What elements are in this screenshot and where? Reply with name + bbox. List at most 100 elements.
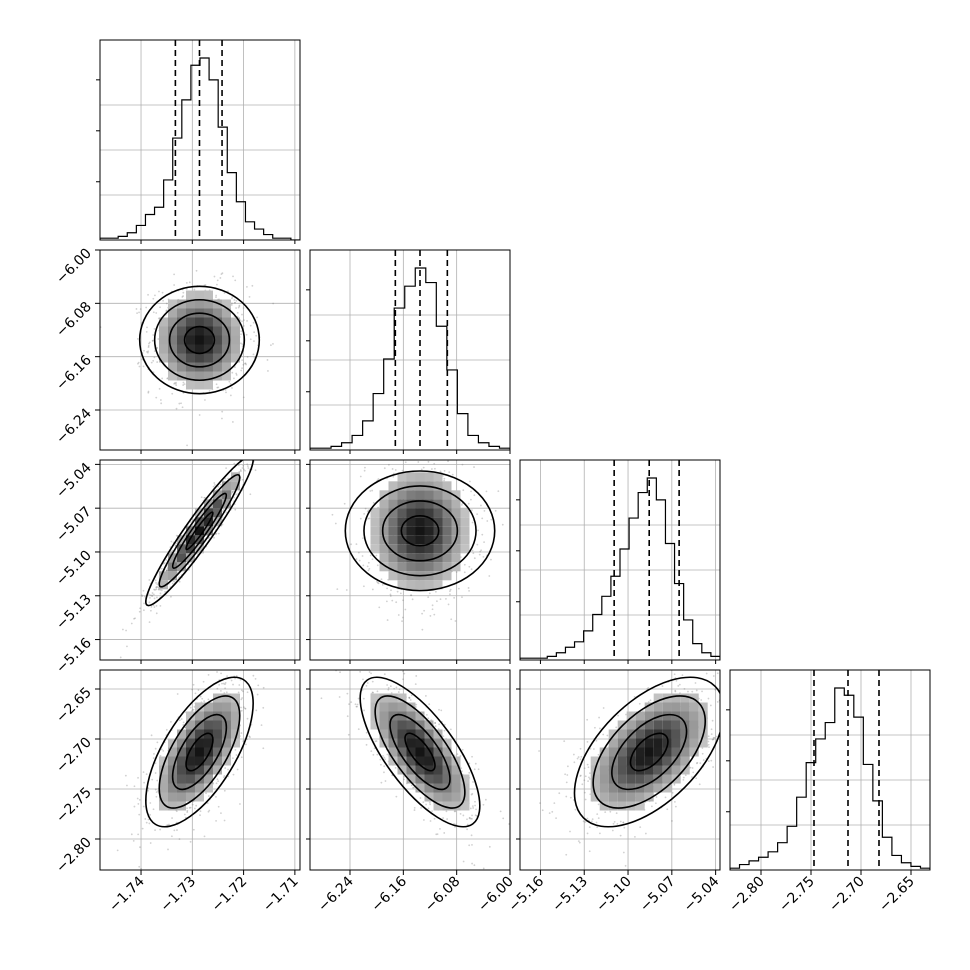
scatter-point [147, 351, 149, 354]
scatter-point [391, 468, 394, 470]
density-cell [176, 326, 186, 336]
scatter-point [434, 590, 437, 593]
contour-level-3 [145, 676, 254, 828]
contour-level-1 [168, 312, 231, 368]
scatter-point [192, 683, 195, 686]
scatter-point [188, 806, 191, 809]
scatter-point [232, 490, 235, 493]
scatter-point [225, 467, 228, 470]
scatter-point [443, 729, 446, 732]
scatter-point [425, 713, 428, 716]
scatter-point [197, 689, 200, 691]
density-cell [176, 362, 186, 372]
density-cell [203, 738, 213, 748]
density-cell [460, 526, 470, 536]
density-cell [176, 299, 186, 309]
density-cell [167, 362, 177, 372]
density-cell [203, 702, 213, 712]
scatter-point [153, 350, 156, 352]
scatter-point [497, 490, 500, 493]
y-tick-label: −5.13 [53, 591, 95, 633]
scatter-point [176, 693, 179, 695]
density-cell [397, 562, 407, 572]
scatter-point [208, 390, 211, 392]
scatter-point [482, 867, 485, 870]
density-cell [397, 544, 407, 554]
density-cell [230, 702, 240, 712]
scatter-point [142, 805, 145, 808]
scatter-point [242, 464, 245, 467]
density-cell [388, 508, 398, 518]
scatter-point [175, 407, 178, 410]
scatter-point [241, 343, 244, 346]
scatter-point [431, 604, 434, 607]
scatter-point [185, 287, 188, 290]
scatter-point [153, 606, 156, 608]
density-cell [451, 508, 461, 518]
density-cell [397, 472, 407, 482]
scatter-point [155, 312, 158, 314]
scatter-point [397, 614, 400, 616]
scatter-point [443, 469, 446, 472]
scatter-point [228, 661, 230, 663]
scatter-point [372, 691, 374, 694]
scatter-point [364, 507, 367, 510]
scatter-point [244, 469, 246, 472]
scatter-point [355, 705, 358, 708]
scatter-point [247, 457, 249, 459]
scatter-point [151, 778, 154, 781]
scatter-point [346, 692, 349, 695]
scatter-point [225, 391, 227, 394]
density-cell [442, 481, 452, 491]
scatter-point [471, 862, 474, 865]
scatter-point [246, 650, 248, 652]
scatter-point [488, 575, 491, 577]
scatter-point [243, 319, 245, 322]
density-cell [221, 326, 231, 336]
scatter-point [241, 313, 243, 316]
scatter-point [454, 810, 457, 813]
scatter-point [384, 780, 387, 782]
density-cell [176, 765, 186, 775]
scatter-point [371, 558, 374, 561]
scatter-point [482, 555, 485, 558]
scatter-point [449, 588, 452, 591]
scatter-point [470, 834, 473, 837]
scatter-point [409, 699, 412, 701]
scatter-point [178, 838, 181, 840]
scatter-point [245, 743, 247, 746]
scatter-point [217, 780, 220, 783]
scatter-point [242, 690, 244, 693]
scatter-point [266, 359, 269, 361]
scatter-point [167, 848, 169, 851]
scatter-point [334, 522, 337, 525]
scatter-point [237, 691, 240, 694]
scatter-point [215, 383, 218, 386]
scatter-point [474, 814, 477, 817]
scatter-point [460, 767, 463, 770]
scatter-point [146, 326, 148, 329]
scatter-point [137, 361, 140, 364]
scatter-point [224, 477, 227, 480]
scatter-point [175, 821, 178, 824]
scatter-point [363, 709, 366, 712]
scatter-point [427, 807, 430, 810]
scatter-point [141, 595, 144, 598]
scatter-point [375, 554, 378, 557]
histogram-panel-2 [516, 459, 721, 664]
scatter-point [240, 698, 243, 701]
scatter-point [155, 604, 158, 607]
scatter-point [140, 867, 143, 870]
scatter-point [471, 509, 473, 512]
density-cell [194, 380, 204, 390]
scatter-point [136, 338, 139, 340]
scatter-point [230, 304, 233, 306]
scatter-point [221, 682, 223, 685]
scatter-point [350, 701, 353, 704]
density-cell [424, 526, 434, 536]
density-cell [176, 747, 186, 757]
scatter-point [368, 567, 371, 570]
scatter-point [246, 717, 249, 720]
scatter-point [138, 798, 141, 801]
density-cell [185, 711, 195, 721]
